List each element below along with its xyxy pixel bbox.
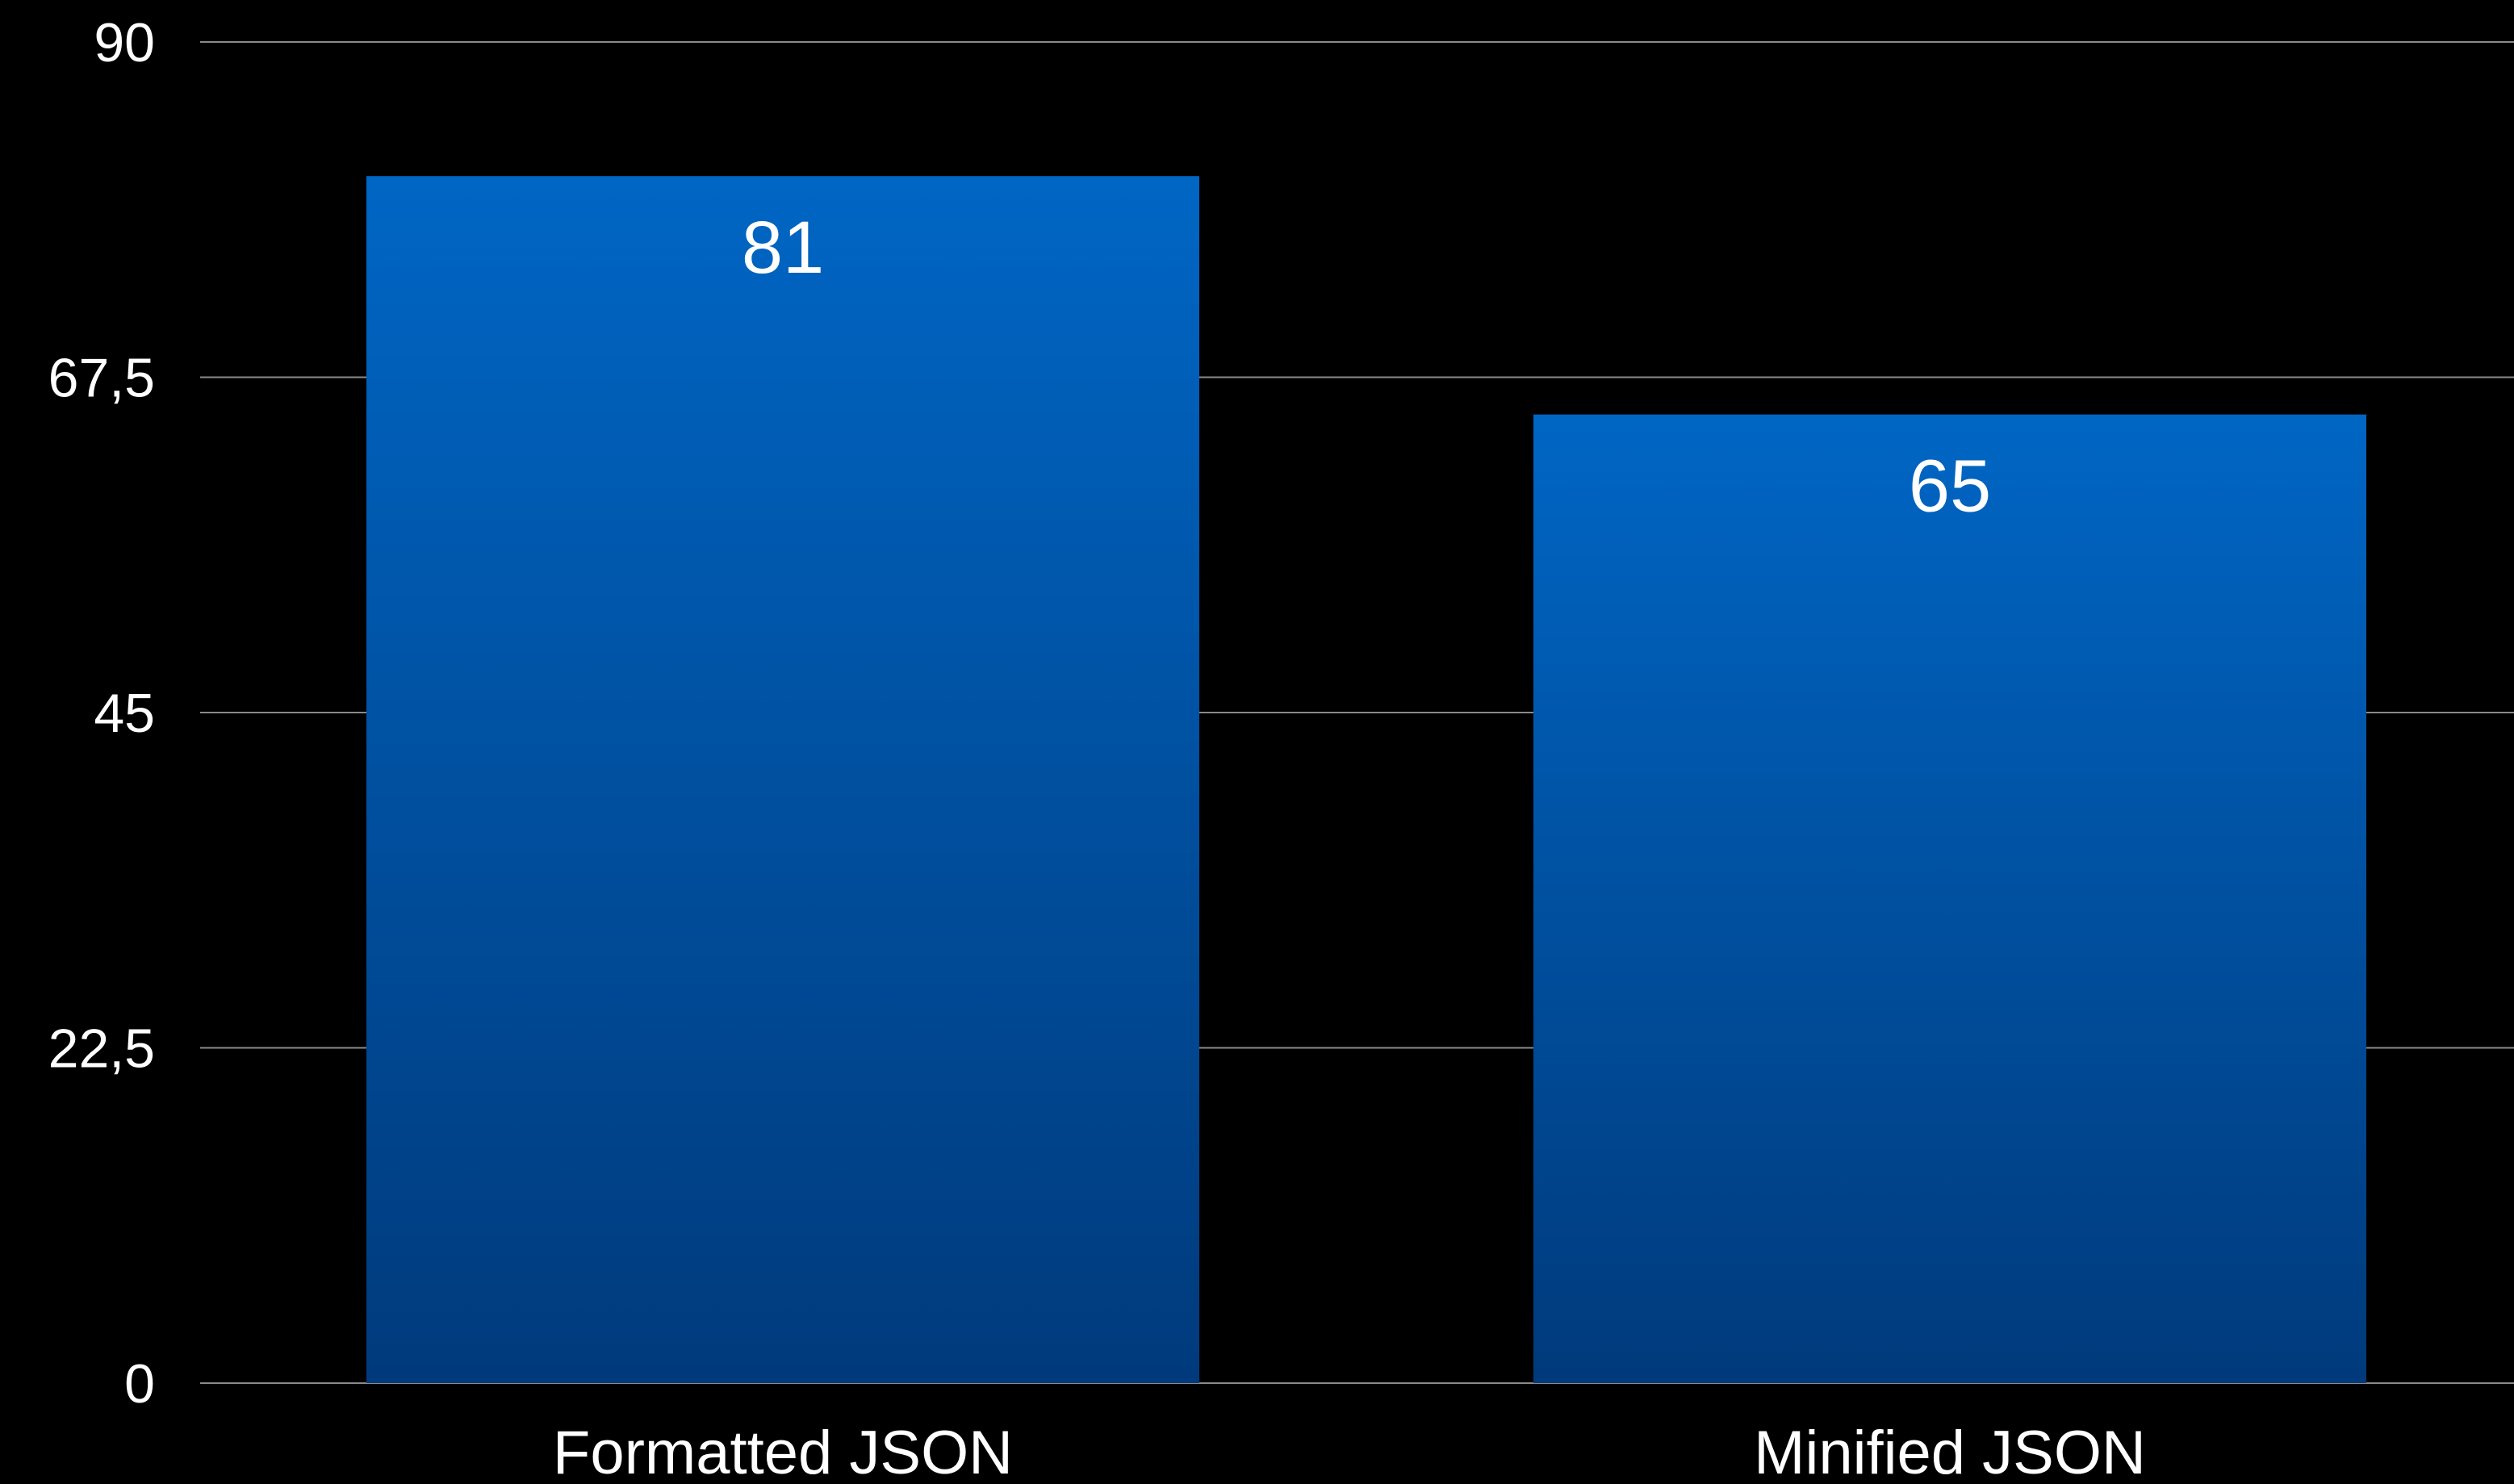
bars [366,176,2366,1384]
y-tick-label: 22,5 [48,1018,155,1080]
bar-value-label: 65 [1909,445,1991,528]
x-tick-label: Minified JSON [1754,1419,2146,1484]
y-axis: 0 22,5 45 67,5 90 [48,12,155,1415]
y-tick-label: 67,5 [48,348,155,409]
bar [1533,414,2366,1383]
bar-value-label: 81 [742,207,824,289]
y-tick-label: 90 [94,12,155,73]
value-labels: 81 65 [742,207,1991,527]
x-axis: Formatted JSON Minified JSON [553,1419,2146,1484]
y-tick-label: 0 [124,1353,155,1415]
x-tick-label: Formatted JSON [553,1419,1013,1484]
bar [366,176,1199,1384]
y-tick-label: 45 [94,683,155,744]
